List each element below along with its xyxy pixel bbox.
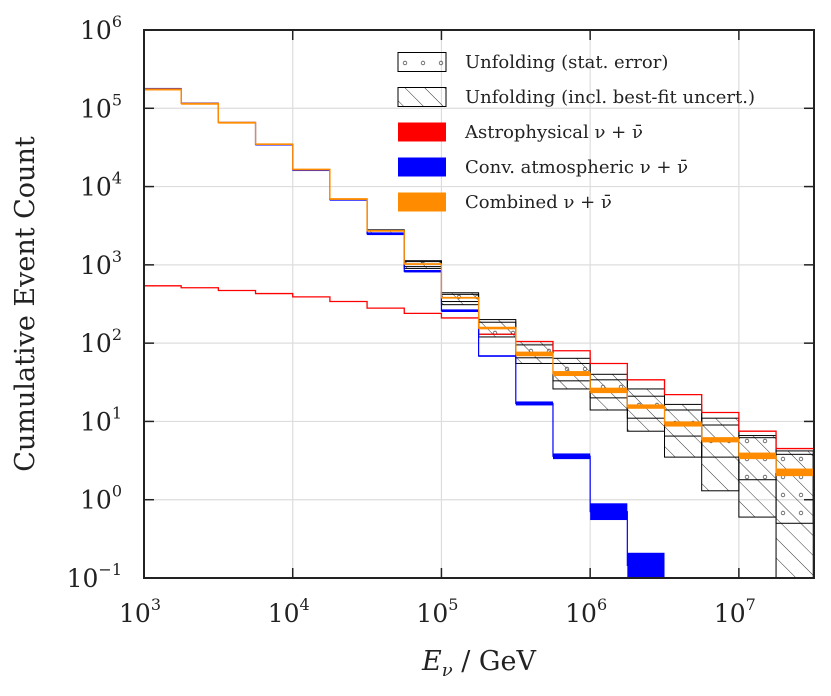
x-tick-label: 104 <box>268 595 310 628</box>
y-tick-label: 103 <box>80 247 122 280</box>
legend-label: Unfolding (stat. error) <box>465 52 668 73</box>
y-tick-label: 105 <box>80 90 122 123</box>
legend-swatch <box>398 157 446 177</box>
plot-frame <box>143 29 815 579</box>
x-tick-label: 106 <box>565 595 607 628</box>
x-tick-label: 105 <box>416 595 458 628</box>
x-axis-label: Eν / GeV <box>421 646 536 681</box>
legend: Unfolding (stat. error) Unfolding (incl. … <box>397 52 755 213</box>
legend-label: Conv. atmospheric ν + ν̄ <box>465 157 688 178</box>
legend-label: Astrophysical ν + ν̄ <box>464 122 643 143</box>
y-tick-label: 102 <box>80 325 122 358</box>
unfolding-stat-box <box>775 453 814 524</box>
combined-step-line <box>144 88 814 474</box>
legend-swatch <box>397 52 447 72</box>
y-tick-label: 10−1 <box>67 560 122 593</box>
y-axis-label: Cumulative Event Count <box>10 136 41 472</box>
x-tick-label: 107 <box>714 595 756 628</box>
y-tick-label: 104 <box>80 169 122 202</box>
axis-ticks <box>143 29 814 579</box>
data-layer <box>144 87 814 578</box>
tick-labels: 103 104 105 106 107 10−1 100 101 102 103 104 105 106 <box>67 12 756 628</box>
y-tick-label: 100 <box>80 482 122 515</box>
x-tick-label: 103 <box>119 595 161 628</box>
legend-swatch <box>398 192 446 212</box>
legend-swatch <box>398 122 446 142</box>
legend-label: Unfolding (incl. best-fit uncert.) <box>465 87 755 108</box>
combined-band <box>144 88 182 91</box>
y-tick-label: 101 <box>80 403 122 436</box>
legend-swatch <box>397 87 447 107</box>
y-tick-label: 106 <box>80 12 122 45</box>
legend-label: Combined ν + ν̄ <box>465 192 612 213</box>
